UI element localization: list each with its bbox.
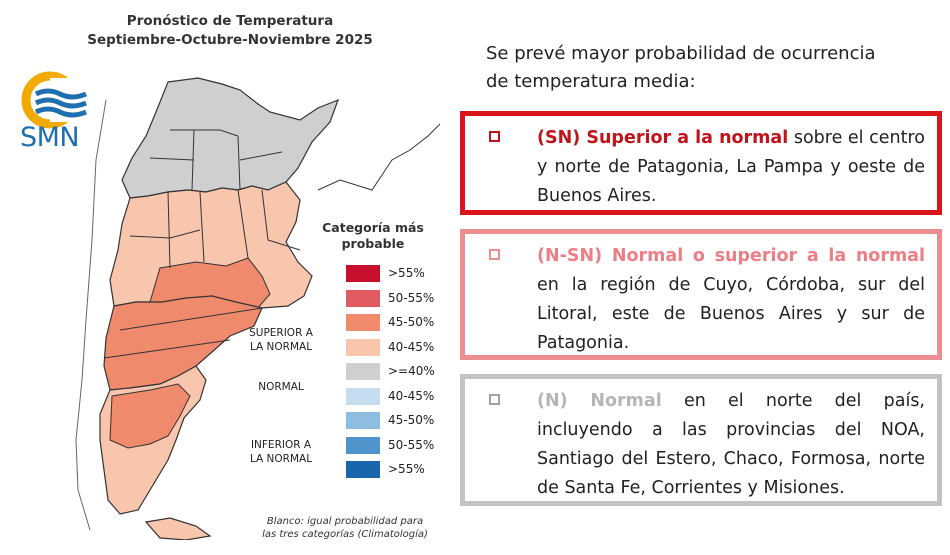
coastline-chile: [75, 99, 107, 531]
map-footnote-line1: Blanco: igual probabilidad para: [266, 516, 424, 527]
legend-swatch: [346, 363, 380, 380]
legend-group-inferior-line1: INFERIOR A: [250, 439, 312, 451]
legend-label: >=40%: [388, 364, 435, 378]
legend-group-superior-line1: SUPERIOR A: [249, 327, 313, 339]
legend-title-line2: probable: [341, 236, 405, 251]
legend-group-superior-line2: LA NORMAL: [249, 341, 313, 353]
legend-group-superior: SUPERIOR A LA NORMAL: [236, 326, 326, 354]
legend-row: 50-55%: [346, 435, 446, 455]
box-normal-content: (N) Normal en el norte del país, incluye…: [489, 387, 925, 503]
legend-swatch: [346, 314, 380, 331]
intro-line1: Se prevé mayor probabilidad de ocurrenci…: [486, 43, 876, 64]
legend-swatch: [346, 265, 380, 282]
legend-swatch: [346, 461, 380, 478]
box-normal-superior-content: (N-SN) Normal o superior a la normal en …: [489, 242, 925, 358]
intro-line2: de temperatura media:: [486, 71, 696, 92]
checkbox-icon: [489, 249, 500, 260]
legend-group-inferior: INFERIOR A LA NORMAL: [236, 438, 326, 466]
legend-row: 45-50%: [346, 312, 446, 332]
legend-row: 45-50%: [346, 410, 446, 430]
legend-row: >=40%: [346, 361, 446, 381]
map-title: Pronóstico de Temperatura Septiembre-Oct…: [40, 12, 420, 50]
legend-title-line1: Categoría más: [322, 220, 424, 235]
legend-label: 40-45%: [388, 339, 435, 354]
legend-swatch: [346, 387, 380, 405]
argentina-map: [75, 77, 441, 540]
legend-label: 45-50%: [388, 315, 435, 329]
box-normal-text: en el norte del país, incluyendo a las p…: [537, 391, 925, 498]
smn-logo-icon: [21, 71, 90, 129]
legend-label: 50-55%: [388, 437, 435, 452]
map-title-line1: Pronóstico de Temperatura: [126, 13, 334, 29]
coastline-uruguay: [317, 123, 441, 191]
legend-swatch: [346, 289, 380, 307]
smn-logo-text: SMN: [20, 122, 80, 153]
legend-row: 40-45%: [346, 386, 446, 406]
region-patagonia-mid: [109, 383, 191, 449]
region-patagonia-north: [103, 295, 263, 391]
map-footnote: Blanco: igual probabilidad para las tres…: [245, 515, 445, 541]
box-superior-text: sobre el centro y norte de Patagonia, La…: [537, 128, 925, 206]
legend-swatch: [346, 436, 380, 454]
legend-row: 40-45%: [346, 337, 446, 357]
legend-row: >55%: [346, 263, 446, 283]
legend-group-inferior-line2: LA NORMAL: [249, 453, 313, 465]
checkbox-icon: [489, 394, 500, 405]
box-superior-keyword: (SN) Superior a la normal: [537, 128, 789, 148]
legend-swatch: [346, 412, 380, 429]
map-footnote-line2: las tres categorías (Climatología): [262, 529, 428, 540]
box-normal-superior-keyword: (N-SN) Normal o superior a la normal: [537, 246, 925, 266]
legend-swatch: [346, 338, 380, 356]
legend-row: >55%: [346, 459, 446, 479]
region-north-normal: [121, 77, 340, 199]
legend-label: 50-55%: [388, 290, 435, 305]
map-title-line2: Septiembre-Octubre-Noviembre 2025: [87, 32, 373, 48]
legend-row: 50-55%: [346, 288, 446, 308]
box-normal-superior: (N-SN) Normal o superior a la normal en …: [460, 229, 942, 360]
box-normal: (N) Normal en el norte del país, incluye…: [460, 374, 942, 506]
checkbox-icon: [489, 131, 500, 142]
box-normal-keyword: (N) Normal: [537, 391, 662, 411]
legend-label: 45-50%: [388, 413, 435, 427]
box-superior: (SN) Superior a la normal sobre el centr…: [460, 111, 942, 215]
legend-group-normal: NORMAL: [258, 381, 304, 393]
box-superior-content: (SN) Superior a la normal sobre el centr…: [489, 124, 925, 211]
legend-label: >55%: [388, 266, 425, 280]
region-tierra-del-fuego: [144, 517, 212, 540]
legend-label: >55%: [388, 462, 425, 476]
box-normal-superior-text: en la región de Cuyo, Córdoba, sur del L…: [537, 275, 925, 353]
province-borders: [103, 129, 301, 359]
intro-text: Se prevé mayor probabilidad de ocurrenci…: [486, 40, 936, 96]
legend-label: 40-45%: [388, 388, 435, 403]
legend-title: Categoría más probable: [318, 220, 428, 252]
